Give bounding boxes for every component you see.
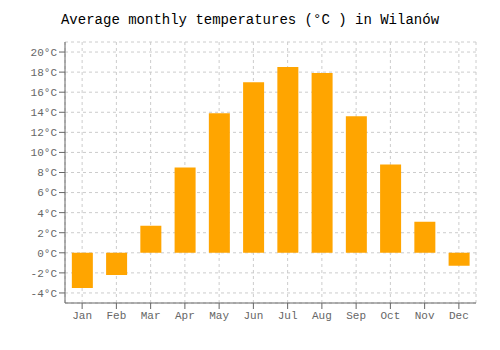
svg-text:10°C: 10°C <box>31 147 58 159</box>
svg-text:Feb: Feb <box>106 310 126 322</box>
svg-text:0°C: 0°C <box>37 248 57 260</box>
svg-text:18°C: 18°C <box>31 67 58 79</box>
svg-text:Sep: Sep <box>346 310 366 322</box>
svg-text:Jun: Jun <box>243 310 263 322</box>
svg-text:4°C: 4°C <box>37 208 57 220</box>
svg-text:-2°C: -2°C <box>31 268 58 280</box>
svg-text:16°C: 16°C <box>31 87 58 99</box>
svg-text:Aug: Aug <box>312 310 332 322</box>
svg-text:Oct: Oct <box>380 310 400 322</box>
svg-text:6°C: 6°C <box>37 187 57 199</box>
svg-text:12°C: 12°C <box>31 127 58 139</box>
html-text:Average monthly temperatures (: Average monthly temperatures (°C ) in Wi… <box>61 12 439 28</box>
svg-text:14°C: 14°C <box>31 107 58 119</box>
svg-text:Apr: Apr <box>175 310 195 322</box>
svg-text:20°C: 20°C <box>31 47 58 59</box>
svg-text:Mar: Mar <box>141 310 161 322</box>
svg-text:Jan: Jan <box>72 310 92 322</box>
svg-text:Dec: Dec <box>449 310 469 322</box>
svg-text:Nov: Nov <box>415 310 435 322</box>
svg-text:Jul: Jul <box>278 310 298 322</box>
svg-text:-4°C: -4°C <box>31 288 58 300</box>
svg-text:8°C: 8°C <box>37 167 57 179</box>
svg-text:2°C: 2°C <box>37 228 57 240</box>
svg-text:May: May <box>209 310 229 322</box>
